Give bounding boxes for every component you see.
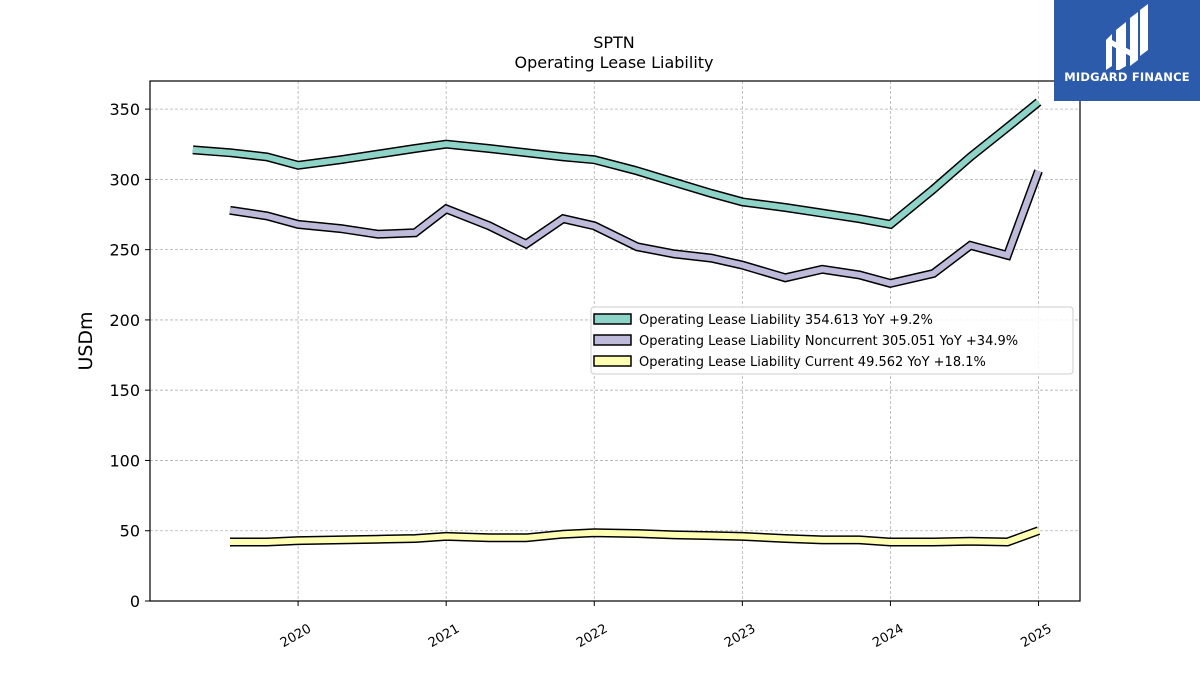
legend-entry: Operating Lease Liability 354.613 YoY +9…	[639, 313, 933, 328]
x-tick-label: 2020	[278, 621, 314, 651]
y-tick-label: 150	[109, 381, 140, 400]
series-operating-lease-liability-noncurrent	[229, 169, 1043, 289]
series-operating-lease-liability-current	[230, 526, 1041, 547]
brand-logo: MIDGARD FINANCE	[1054, 0, 1200, 101]
axis-ticks: 0 50 100 150 200 250 300 350 2020 2021 2022 2023 202…	[109, 100, 1054, 651]
x-tick-label: 2022	[574, 621, 610, 651]
series-line	[230, 527, 1040, 546]
y-tick-label: 300	[109, 170, 140, 189]
chart-subtitle: Operating Lease Liability	[514, 53, 713, 72]
y-axis-label: USDm	[75, 311, 97, 370]
brand-logo-text: MIDGARD FINANCE	[1064, 70, 1190, 84]
y-tick-label: 0	[130, 592, 140, 611]
x-tick-label: 2024	[870, 621, 906, 651]
x-tick-label: 2025	[1018, 621, 1054, 651]
y-tick-label: 350	[109, 100, 140, 119]
legend-swatch	[593, 313, 632, 325]
y-tick-label: 250	[109, 241, 140, 260]
x-tick-label: 2021	[426, 621, 462, 651]
legend-swatch	[593, 334, 632, 346]
chart-title: SPTN	[593, 33, 635, 52]
brand-logo-mark	[1106, 4, 1148, 70]
series-line	[229, 169, 1042, 287]
legend-swatch	[593, 355, 632, 367]
series-line	[192, 99, 1041, 228]
x-tick-label: 2023	[722, 621, 758, 651]
y-tick-label: 100	[109, 451, 140, 470]
y-tick-label: 50	[120, 522, 140, 541]
legend-entry: Operating Lease Liability Current 49.562…	[639, 355, 986, 370]
legend: Operating Lease Liability 354.613 YoY +9…	[590, 306, 1074, 375]
plot-frame	[149, 80, 1081, 602]
series-lines	[192, 98, 1043, 547]
series-operating-lease-liability	[192, 98, 1042, 230]
legend-entry: Operating Lease Liability Noncurrent 305…	[639, 334, 1018, 349]
y-tick-label: 200	[109, 311, 140, 330]
legend-box	[590, 306, 1074, 375]
